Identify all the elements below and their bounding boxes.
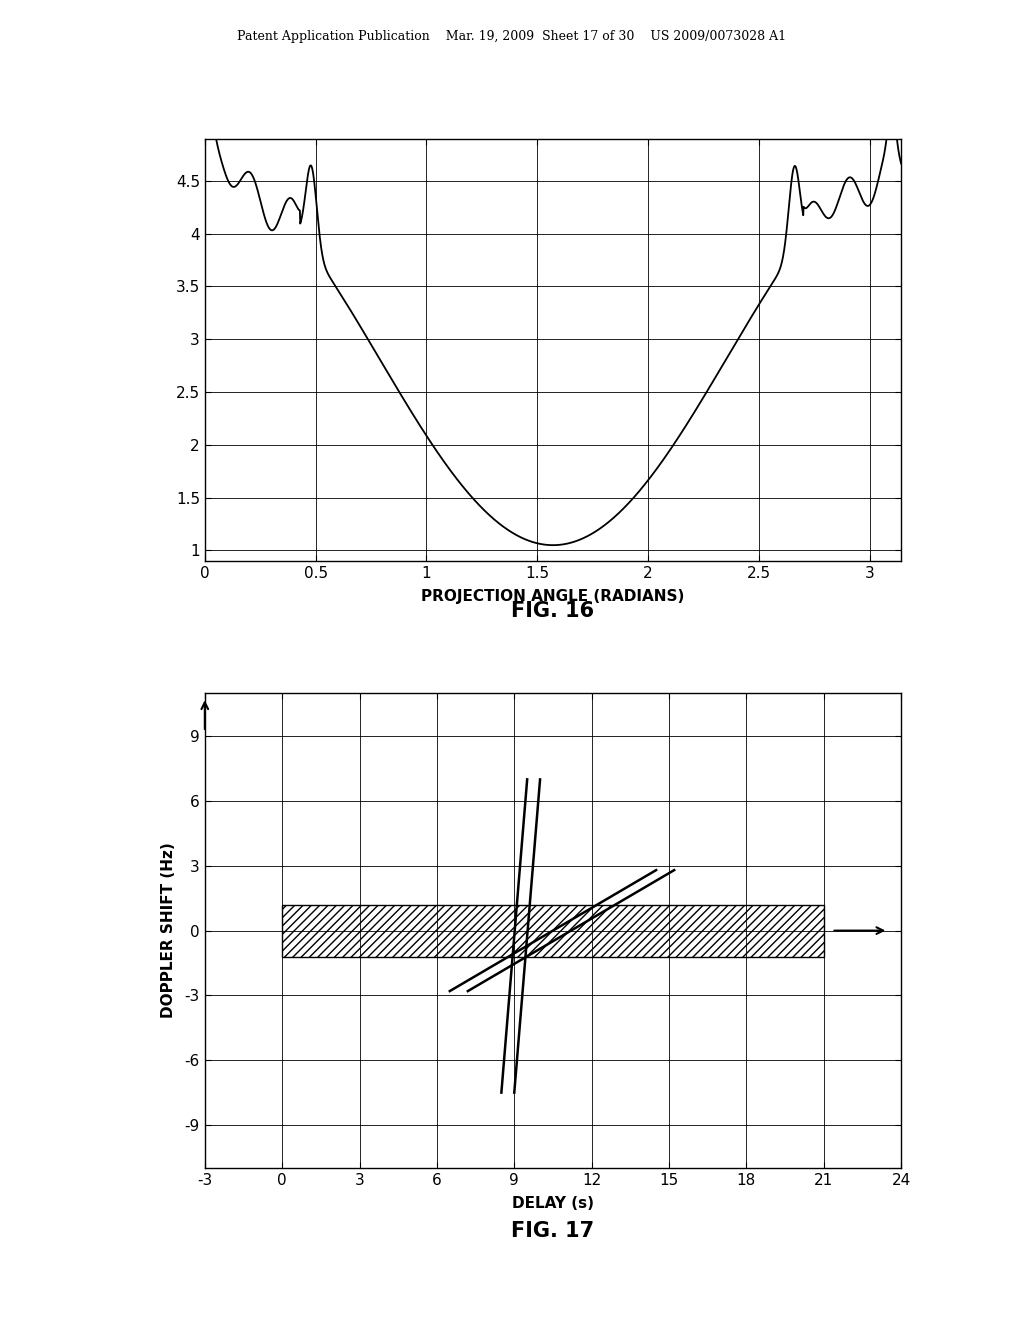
Text: FIG. 16: FIG. 16 [511,601,595,620]
X-axis label: PROJECTION ANGLE (RADIANS): PROJECTION ANGLE (RADIANS) [421,589,685,605]
X-axis label: DELAY (s): DELAY (s) [512,1196,594,1212]
Text: Patent Application Publication    Mar. 19, 2009  Sheet 17 of 30    US 2009/00730: Patent Application Publication Mar. 19, … [238,30,786,44]
Y-axis label: DOPPLER SHIFT (Hz): DOPPLER SHIFT (Hz) [162,842,176,1019]
Text: FIG. 17: FIG. 17 [511,1221,595,1241]
Bar [283,904,823,957]
